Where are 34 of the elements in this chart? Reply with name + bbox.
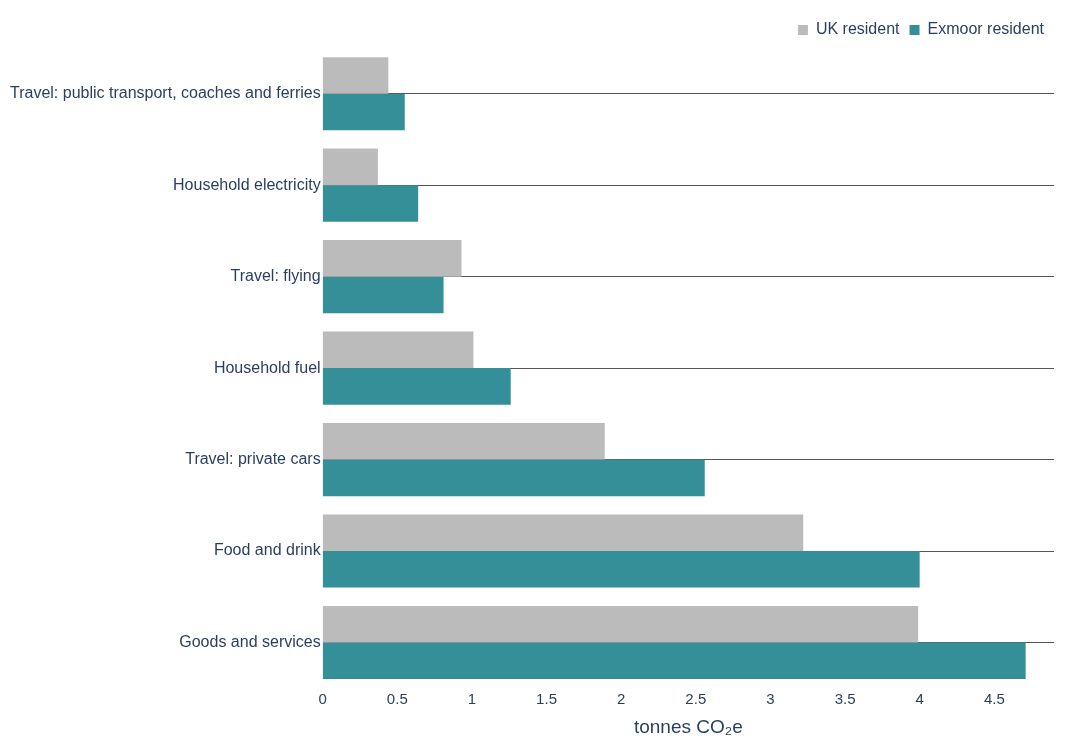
y-tick-label: Goods and services xyxy=(179,632,321,650)
x-tick-label: 0 xyxy=(318,690,327,708)
bar xyxy=(322,57,389,94)
x-tick-label: 1.5 xyxy=(536,690,557,708)
bar xyxy=(322,185,419,222)
bar xyxy=(322,368,511,405)
bar xyxy=(322,331,474,369)
bar xyxy=(322,422,605,460)
y-tick-label: Travel: private cars xyxy=(185,449,321,467)
bar xyxy=(322,551,920,588)
x-tick-label: 2.5 xyxy=(685,690,707,708)
y-tick-label: Travel: public transport, coaches and ferries xyxy=(9,84,321,102)
y-tick-label: Food and drink xyxy=(213,541,322,559)
y-tick-label: Household fuel xyxy=(213,358,321,376)
bar xyxy=(322,642,1026,680)
y-tick-label: Household electricity xyxy=(173,175,321,193)
bar xyxy=(322,93,405,131)
x-axis-title: tonnes CO₂e xyxy=(633,715,743,737)
x-tick-label: 3.5 xyxy=(834,690,856,708)
y-tick-label: Travel: flying xyxy=(230,267,321,285)
legend-label: Exmoor resident xyxy=(927,20,1045,38)
x-tick-label: 3 xyxy=(766,690,775,708)
legend-label: UK resident xyxy=(815,20,901,38)
x-tick-label: 0.5 xyxy=(386,690,408,708)
bar xyxy=(322,514,804,552)
bar xyxy=(322,276,444,314)
x-tick-label: 1 xyxy=(467,690,477,708)
x-tick-label: 2 xyxy=(617,690,626,708)
bar xyxy=(322,240,462,277)
bar xyxy=(322,605,919,643)
x-tick-label: 4.5 xyxy=(983,690,1005,708)
x-tick-label: 4 xyxy=(915,690,924,708)
bar xyxy=(322,148,378,186)
bar xyxy=(322,459,705,497)
